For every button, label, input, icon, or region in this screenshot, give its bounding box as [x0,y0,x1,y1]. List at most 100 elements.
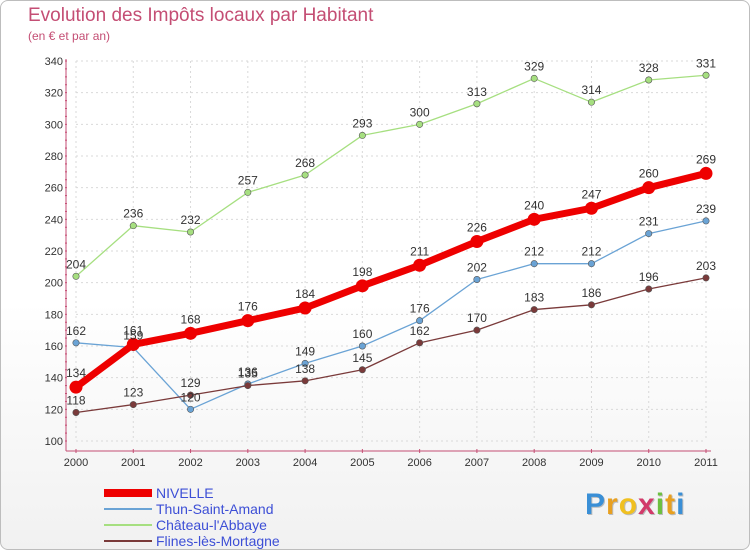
y-tick-label: 340 [45,56,63,68]
data-label: 212 [524,245,544,259]
y-tick-label: 260 [45,183,63,195]
x-tick-label: 2004 [293,457,317,469]
y-tick-label: 220 [45,246,63,258]
chart-title: Evolution des Impôts locaux par Habitant [28,5,374,26]
data-point [702,71,710,79]
axes: 100 120 140 160 180 200 220 240 260 280 300 320 340 2… [45,56,718,469]
data-label: 136 [238,365,258,379]
legend-swatch [104,508,152,510]
data-point [699,166,713,180]
data-label: 260 [639,167,659,181]
data-point [241,314,255,328]
data-label: 293 [352,116,372,130]
data-label: 314 [581,83,601,97]
logo-letter: P [585,488,607,521]
data-point [416,339,424,347]
data-label: 176 [238,300,258,314]
data-point [129,222,137,230]
x-tick-label: 2003 [236,457,260,469]
data-point [72,408,80,416]
legend-label: Château-l'Abbaye [156,517,267,533]
y-tick-label: 320 [45,88,63,100]
data-label: 161 [123,323,143,337]
data-point [358,366,366,374]
legend-swatch [104,524,152,526]
data-label: 134 [66,366,86,380]
data-point [129,401,137,409]
data-labels: 162 159 120 136 149 160 176 202 212 212 231 239 204 2… [66,56,716,407]
data-point [69,380,83,394]
data-point [416,120,424,128]
data-label: 328 [639,61,659,75]
data-point [72,339,80,347]
data-label: 123 [123,386,143,400]
data-label: 138 [295,362,315,376]
data-label: 204 [66,257,86,271]
data-point [645,285,653,293]
data-label: 211 [410,244,429,258]
data-label: 198 [352,265,372,279]
logo-letter: i [655,488,666,521]
data-point [702,217,710,225]
legend-swatch [104,489,152,497]
data-point [72,272,80,280]
data-point [587,301,595,309]
data-point [355,279,369,293]
data-label: 300 [410,105,430,119]
data-label: 231 [639,215,659,229]
y-tick-label: 280 [45,151,63,163]
legend-label: Flines-lès-Mortagne [156,533,280,549]
chart-subtitle: (en € et par an) [28,29,111,43]
data-point [416,317,424,325]
data-label: 269 [696,152,716,166]
x-tick-label: 2008 [522,457,546,469]
data-point [126,337,140,351]
y-tick-label: 180 [45,309,63,321]
data-label: 129 [181,376,201,390]
x-tick-label: 2007 [465,457,489,469]
logo-letter: o [618,488,639,521]
data-point [587,98,595,106]
data-point [527,212,541,226]
data-label: 212 [581,245,601,259]
series-line [75,277,707,414]
x-tick-label: 2000 [64,457,88,469]
series-line [72,169,710,391]
data-label: 257 [238,173,258,187]
data-point [645,230,653,238]
data-label: 184 [295,287,315,301]
data-label: 168 [181,312,201,326]
logo-letter: x [638,488,656,521]
legend-label: NIVELLE [156,485,214,501]
data-point [187,391,195,399]
data-label: 239 [696,202,716,216]
data-label: 176 [410,302,430,316]
x-tick-label: 2001 [121,457,145,469]
data-point [530,260,538,268]
data-point [301,377,309,385]
x-tick-label: 2002 [178,457,202,469]
legend-item: Thun-Saint-Amand [104,501,354,517]
data-label: 159 [123,329,143,343]
data-point [358,131,366,139]
logo-letter: i [676,488,686,521]
y-tick-label: 120 [45,404,63,416]
data-label: 118 [66,394,85,408]
data-label: 247 [581,187,601,201]
data-point [587,260,595,268]
data-point [358,342,366,350]
data-point [645,76,653,84]
grid-lines [75,60,707,442]
logo-letter: t [665,488,677,521]
data-point [642,181,656,195]
data-label: 170 [467,311,487,325]
data-point [244,188,252,196]
data-label: 331 [696,56,716,70]
data-point [470,235,484,248]
data-label: 240 [524,198,544,212]
x-tick-label: 2005 [350,457,374,469]
data-label: 313 [467,85,487,99]
data-point [702,274,710,282]
